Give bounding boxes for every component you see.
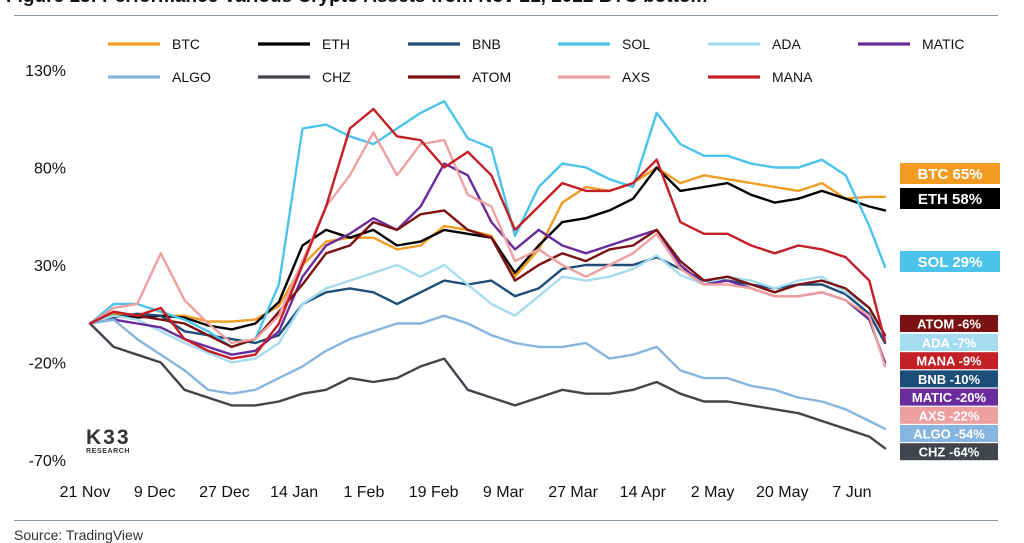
k33-logo: K33 RESEARCH <box>86 426 131 456</box>
end-label-box-eth <box>900 188 1000 209</box>
x-tick-label: 20 May <box>756 484 808 501</box>
legend-label-btc: BTC <box>172 36 200 52</box>
y-tick-label: -20% <box>29 356 66 373</box>
page-title: Figure 13: Performance Various Crypto As… <box>6 0 707 8</box>
legend-label-eth: ETH <box>322 36 350 52</box>
end-label-ada: ADA -7% <box>922 336 977 351</box>
series-line-atom <box>88 209 887 349</box>
end-label-sol: SOL 29% <box>918 254 983 271</box>
legend-label-algo: ALGO <box>172 69 211 85</box>
x-tick-label: 27 Mar <box>548 484 598 501</box>
y-tick-label: 130% <box>25 63 66 80</box>
series-line-eth <box>88 166 887 331</box>
legend-label-mana: MANA <box>772 69 813 85</box>
end-label-chz: CHZ -64% <box>919 445 980 460</box>
logo-sub-text: RESEARCH <box>86 448 131 455</box>
end-label-box-sol <box>900 251 1000 272</box>
y-tick-label: 80% <box>34 161 66 178</box>
x-tick-label: 19 Feb <box>409 484 459 501</box>
legend-label-bnb: BNB <box>472 36 501 52</box>
legend-label-axs: AXS <box>622 69 650 85</box>
y-tick-label: 30% <box>34 258 66 275</box>
end-label-eth: ETH 58% <box>918 191 982 208</box>
series-line-mana <box>88 107 887 360</box>
source-note: Source: TradingView <box>14 527 143 543</box>
legend-label-sol: SOL <box>622 36 650 52</box>
end-label-matic: MATIC -20% <box>912 390 987 405</box>
x-tick-label: 14 Jan <box>270 484 318 501</box>
end-label-mana: MANA -9% <box>916 354 982 369</box>
end-label-box-bnb <box>900 370 998 388</box>
end-label-bnb: BNB -10% <box>918 372 981 387</box>
series-line-algo <box>88 314 887 430</box>
end-label-box-chz <box>900 443 998 461</box>
legend-label-chz: CHZ <box>322 69 351 85</box>
x-tick-label: 14 Apr <box>620 484 667 501</box>
series-line-btc <box>88 166 887 325</box>
end-label-box-matic <box>900 388 998 406</box>
end-label-box-mana <box>900 352 998 370</box>
end-label-box-algo <box>900 425 998 442</box>
end-label-box-atom <box>900 315 998 332</box>
end-label-btc: BTC 65% <box>917 166 982 183</box>
end-label-algo: ALGO -54% <box>913 427 985 442</box>
y-tick-label: -70% <box>29 453 66 470</box>
end-label-box-axs <box>900 406 998 424</box>
x-tick-label: 2 May <box>691 484 735 501</box>
end-label-atom: ATOM -6% <box>917 317 981 332</box>
legend-label-matic: MATIC <box>922 36 965 52</box>
x-tick-label: 9 Dec <box>134 484 176 501</box>
series-line-ada <box>88 254 887 364</box>
series-line-axs <box>88 131 887 368</box>
legend-label-ada: ADA <box>772 36 801 52</box>
series-line-chz <box>88 322 887 450</box>
legend-label-atom: ATOM <box>472 69 511 85</box>
x-tick-label: 27 Dec <box>199 484 250 501</box>
top-divider <box>14 15 998 16</box>
end-label-box-ada <box>900 334 998 351</box>
logo-main-text: K33 <box>86 426 131 449</box>
x-tick-label: 9 Mar <box>483 484 525 501</box>
end-label-axs: AXS -22% <box>919 408 980 423</box>
x-tick-label: 1 Feb <box>343 484 384 501</box>
end-label-box-btc <box>900 163 1000 184</box>
bottom-divider <box>14 520 998 521</box>
x-tick-label: 21 Nov <box>60 484 111 501</box>
series-line-sol <box>88 99 887 349</box>
x-tick-label: 7 Jun <box>832 484 871 501</box>
